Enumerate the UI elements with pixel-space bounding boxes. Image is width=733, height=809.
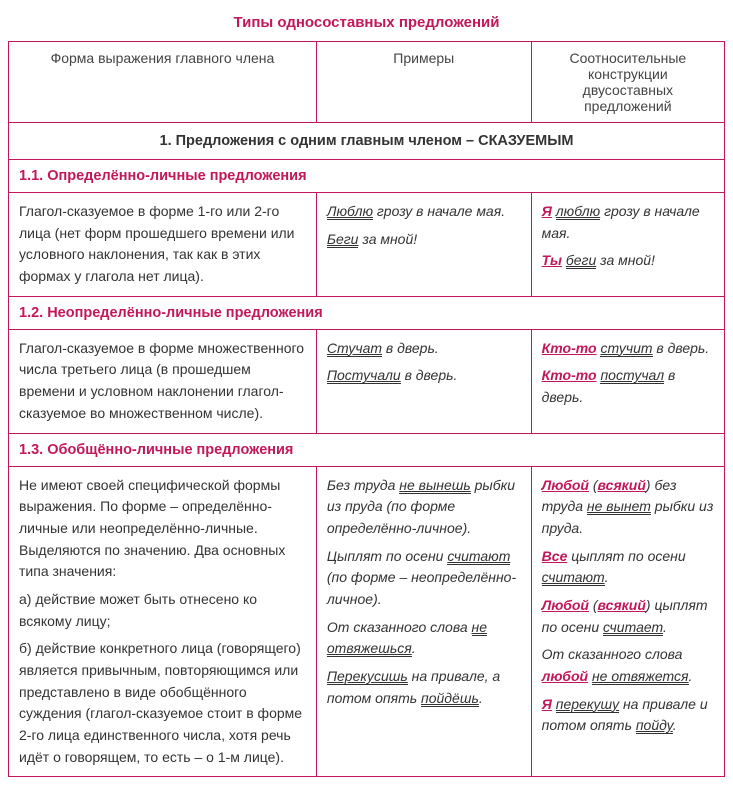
predicate: постучал — [600, 367, 664, 384]
section-1-row: 1. Предложения с одним главным членом – … — [9, 123, 725, 160]
desc-13-p1: Не имеют своей специфической формы выраж… — [19, 475, 306, 583]
subject: всякий — [598, 477, 646, 493]
text: за мной! — [358, 231, 417, 247]
subhead-12: 1.2. Неопределённо-личные предложения — [9, 296, 725, 329]
predicate: Беги — [327, 231, 359, 248]
text: в дверь. — [653, 340, 710, 356]
subject: Кто-то — [542, 340, 597, 356]
desc-12: Глагол-сказуемое в форме множественного … — [9, 329, 317, 433]
row-13: Не имеют своей специфической формы выраж… — [9, 466, 725, 777]
subject: любой — [542, 668, 588, 684]
ex-11: Люблю грозу в начале мая. Беги за мной! — [316, 193, 531, 297]
subhead-13: 1.3. Обобщённо-личные предложения — [9, 433, 725, 466]
predicate: Стучат — [327, 340, 382, 357]
predicate: считают — [542, 569, 605, 586]
header-row: Форма выражения главного члена Примеры С… — [9, 42, 725, 123]
desc-11: Глагол-сказуемое в форме 1-го или 2-го л… — [9, 193, 317, 297]
predicate: Люблю — [327, 203, 373, 220]
predicate: не вынешь — [399, 477, 470, 494]
predicate: люблю — [556, 203, 600, 220]
header-col2: Примеры — [316, 42, 531, 123]
text: . — [605, 569, 609, 585]
page-title: Типы односоставных предложений — [8, 8, 725, 41]
text: Без труда — [327, 477, 399, 493]
predicate: не вынет — [587, 498, 651, 515]
text: . — [689, 668, 693, 684]
text: От сказанного слова — [327, 619, 472, 635]
subhead-11-row: 1.1. Определённо-личные предложения — [9, 160, 725, 193]
ex-13: Без труда не вынешь рыбки из пруда (по ф… — [316, 466, 531, 777]
subject: Любой — [542, 597, 589, 613]
subject: Ты — [542, 252, 562, 268]
text: Цыплят по осени — [327, 548, 447, 564]
text: . — [412, 640, 416, 656]
corr-12: Кто-то стучит в дверь. Кто-то постучал в… — [531, 329, 724, 433]
subhead-12-row: 1.2. Неопределённо-личные предложения — [9, 296, 725, 329]
text: за мной! — [596, 252, 655, 268]
text: грозу в начале мая. — [373, 203, 505, 219]
text: . — [673, 717, 677, 733]
desc-13-p2: а) действие может быть отнесено ко всяко… — [19, 589, 306, 632]
subject: Кто-то — [542, 367, 597, 383]
ex-12: Стучат в дверь. Постучали в дверь. — [316, 329, 531, 433]
text: в дверь. — [382, 340, 439, 356]
predicate: перекушу — [556, 696, 619, 713]
subhead-13-row: 1.3. Обобщённо-личные предложения — [9, 433, 725, 466]
row-11: Глагол-сказуемое в форме 1-го или 2-го л… — [9, 193, 725, 297]
corr-11: Я люблю грозу в начале мая. Ты беги за м… — [531, 193, 724, 297]
text: в дверь. — [401, 367, 458, 383]
subhead-11: 1.1. Определённо-личные предложения — [9, 160, 725, 193]
subject: Любой — [542, 477, 589, 493]
predicate: не отвяжется — [592, 668, 689, 685]
note: (по форме – неопределённо-личное). — [327, 569, 516, 607]
predicate: беги — [566, 252, 596, 269]
subject: Все — [542, 548, 568, 564]
predicate: Постучали — [327, 367, 401, 384]
subject: Я — [542, 696, 552, 712]
corr-13: Любой (всякий) без труда не вынет рыбки … — [531, 466, 724, 777]
text: цыплят по осени — [567, 548, 685, 564]
main-table: Форма выражения главного члена Примеры С… — [8, 41, 725, 777]
predicate: считает — [603, 619, 663, 636]
desc-13-p3: б) действие конкретного лица (говорящего… — [19, 638, 306, 768]
section-1-head: 1. Предложения с одним главным членом – … — [9, 123, 725, 160]
text: . — [479, 690, 483, 706]
header-col3: Соотносительные конструкции двусоставных… — [531, 42, 724, 123]
text: ( — [589, 597, 598, 613]
text: От сказанного слова — [542, 646, 683, 662]
desc-13: Не имеют своей специфической формы выраж… — [9, 466, 317, 777]
text: . — [663, 619, 667, 635]
predicate: пойду — [636, 717, 673, 734]
text: ( — [589, 477, 598, 493]
header-col1: Форма выражения главного члена — [9, 42, 317, 123]
predicate: стучит — [600, 340, 652, 357]
subject: Я — [542, 203, 552, 219]
predicate: считают — [447, 548, 510, 565]
subject: всякий — [598, 597, 646, 613]
row-12: Глагол-сказуемое в форме множественного … — [9, 329, 725, 433]
predicate: Перекусишь — [327, 668, 408, 685]
predicate: пойдёшь — [421, 690, 479, 707]
